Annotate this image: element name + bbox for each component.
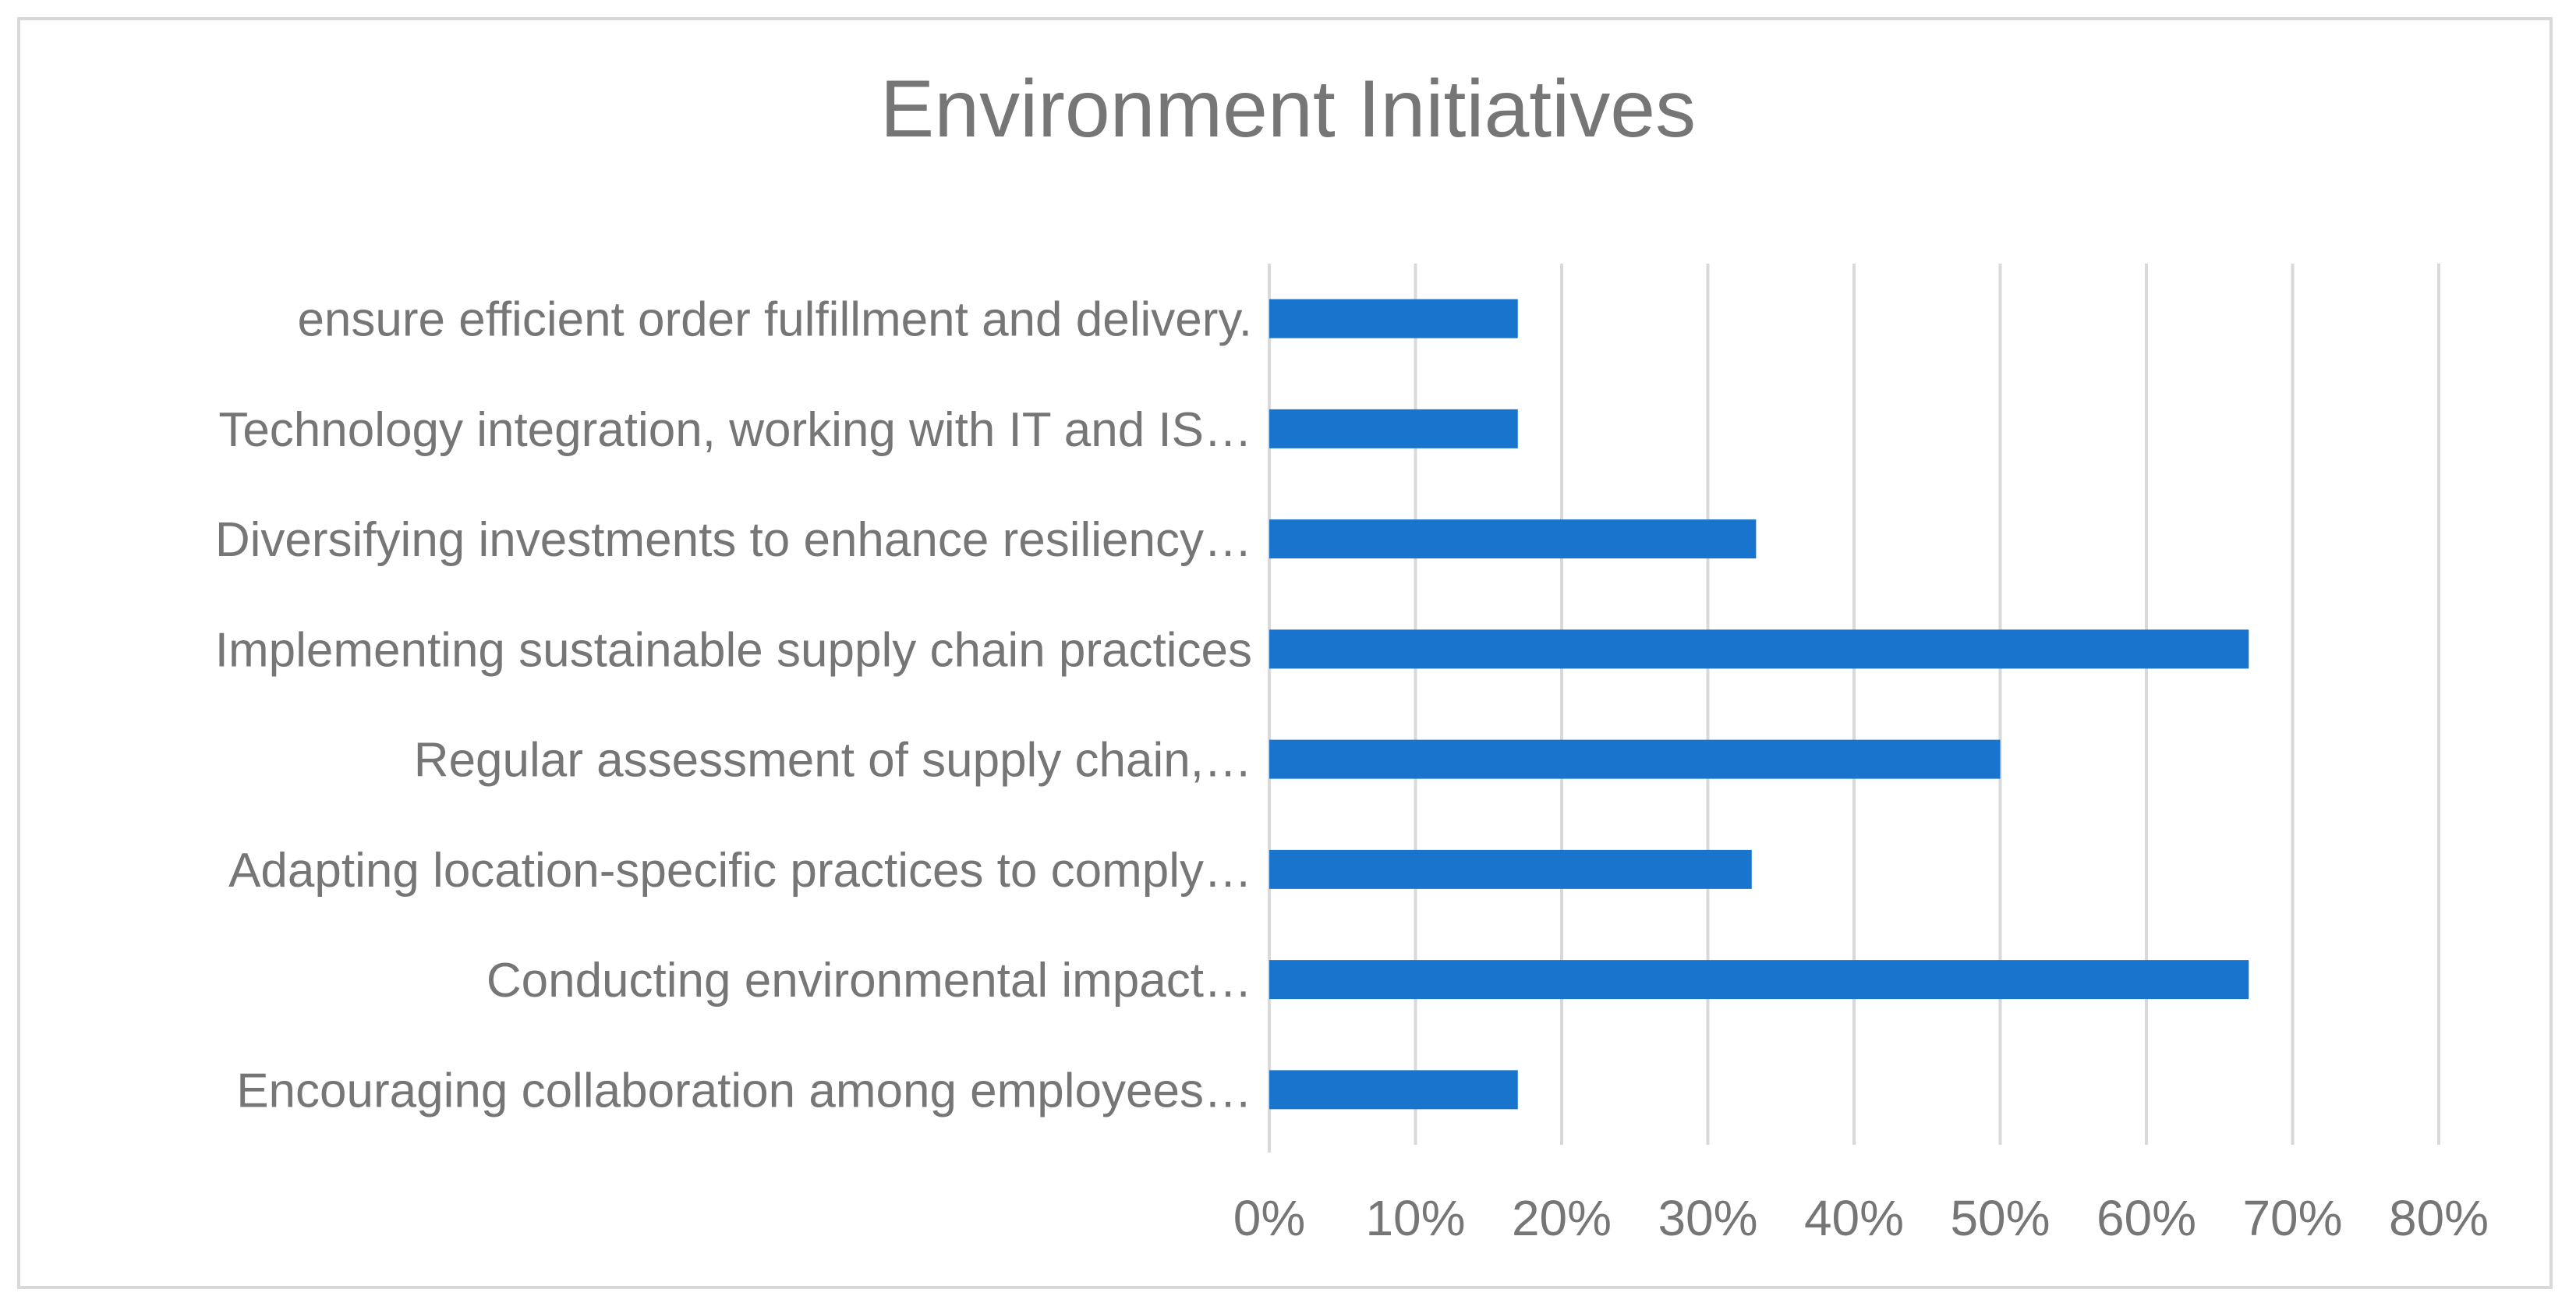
x-tick-label: 10% bbox=[1365, 1190, 1465, 1246]
category-label: Adapting location-specific practices to … bbox=[228, 844, 1252, 898]
x-tick-label: 60% bbox=[2097, 1190, 2196, 1246]
bar bbox=[1269, 409, 1518, 448]
x-tick-label: 0% bbox=[1233, 1190, 1306, 1246]
bar bbox=[1269, 629, 2249, 669]
bar bbox=[1269, 739, 2001, 779]
category-label: Encouraging collaboration among employee… bbox=[236, 1064, 1252, 1117]
bar bbox=[1269, 1070, 1518, 1110]
category-label: Technology integration, working with IT … bbox=[218, 403, 1252, 457]
category-label: Diversifying investments to enhance resi… bbox=[215, 513, 1252, 567]
x-tick-label: 30% bbox=[1658, 1190, 1757, 1246]
bar bbox=[1269, 849, 1752, 889]
category-label: Implementing sustainable supply chain pr… bbox=[215, 623, 1252, 677]
x-tick-label: 80% bbox=[2389, 1190, 2489, 1246]
category-label: Regular assessment of supply chain,… bbox=[414, 734, 1252, 788]
x-tick-labels: 0% 10% 20% 30% 40% 50% 60% 70% 80% bbox=[1233, 1190, 2489, 1246]
bar bbox=[1269, 299, 1518, 338]
x-tick-label: 70% bbox=[2242, 1190, 2342, 1246]
x-tick-label: 50% bbox=[1950, 1190, 2050, 1246]
bar bbox=[1269, 960, 2249, 1000]
category-label: Conducting environmental impact… bbox=[487, 954, 1252, 1008]
gridlines bbox=[1268, 264, 2440, 1153]
x-tick-label: 40% bbox=[1804, 1190, 1904, 1246]
bar bbox=[1269, 519, 1757, 559]
bars bbox=[1269, 299, 2249, 1110]
x-tick-label: 20% bbox=[1512, 1190, 1612, 1246]
chart-title: Environment Initiatives bbox=[879, 64, 1697, 154]
category-label: ensure efficient order fulfillment and d… bbox=[297, 293, 1252, 347]
category-labels: Encouraging collaboration among employee… bbox=[215, 293, 1252, 1118]
